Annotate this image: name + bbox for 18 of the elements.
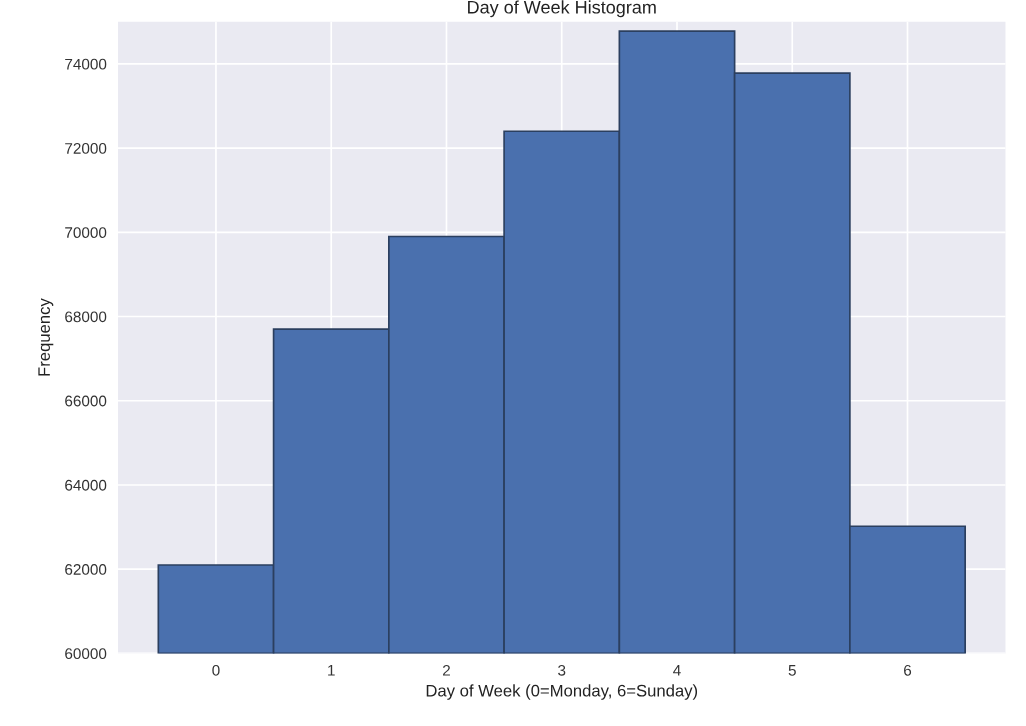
x-tick-label: 2 xyxy=(443,664,450,676)
x-tick-label: 6 xyxy=(904,664,912,676)
y-tick-label: 66000 xyxy=(65,395,107,407)
y-tick-label: 60000 xyxy=(65,648,107,660)
y-tick-label: 62000 xyxy=(65,564,107,575)
x-tick-label: 4 xyxy=(673,665,681,676)
x-tick-label: 3 xyxy=(558,664,566,676)
chart-title: Day of Week Histogram xyxy=(468,0,656,18)
y-tick-label: 74000 xyxy=(65,58,107,70)
y-tick-label: 72000 xyxy=(65,142,107,154)
y-tick-label: 68000 xyxy=(65,311,107,323)
x-axis-title: Day of Week (0=Monday, 6=Sunday) xyxy=(426,684,698,700)
y-axis-title: Frequency xyxy=(38,298,54,376)
x-tick-label: 0 xyxy=(212,664,220,676)
x-tick-label: 5 xyxy=(788,665,796,676)
y-tick-label: 70000 xyxy=(65,227,107,239)
x-tick-label: 1 xyxy=(328,665,335,676)
y-tick-label: 64000 xyxy=(65,479,107,491)
